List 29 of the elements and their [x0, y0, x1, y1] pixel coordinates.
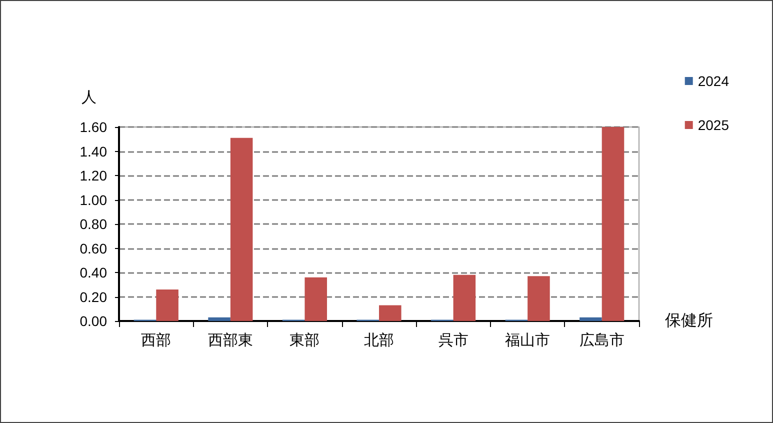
x-tick-label: 東部 [290, 332, 320, 349]
x-tick-label: 広島市 [579, 332, 624, 349]
bar [156, 289, 178, 321]
bar [379, 305, 402, 321]
x-tick-label: 西部東 [208, 332, 253, 349]
bar [208, 317, 230, 321]
bar [528, 276, 550, 321]
y-tick-label: 0.00 [80, 313, 108, 329]
x-tick-label: 福山市 [505, 332, 550, 349]
y-tick-label: 0.20 [80, 288, 108, 305]
bar [230, 138, 253, 321]
legend-label: 2024 [698, 73, 730, 89]
x-tick-label: 北部 [364, 332, 394, 349]
y-tick-label: 1.00 [80, 192, 108, 208]
bar [304, 277, 327, 321]
x-axis-title: 保健所 [665, 312, 713, 330]
legend-label: 2025 [698, 117, 730, 133]
bar [602, 127, 624, 321]
y-tick-label: 1.20 [80, 168, 108, 184]
y-tick-label: 0.40 [80, 264, 108, 280]
bar [580, 317, 602, 321]
x-tick-label: 呉市 [438, 332, 468, 349]
y-tick-label: 1.60 [80, 119, 108, 135]
y-tick-label: 0.60 [80, 240, 108, 256]
x-tick-label: 西部 [141, 332, 172, 349]
y-tick-label: 0.80 [80, 216, 108, 232]
y-axis-title: 人 [82, 89, 96, 106]
bar [453, 274, 476, 321]
y-tick-label: 1.40 [80, 143, 108, 160]
